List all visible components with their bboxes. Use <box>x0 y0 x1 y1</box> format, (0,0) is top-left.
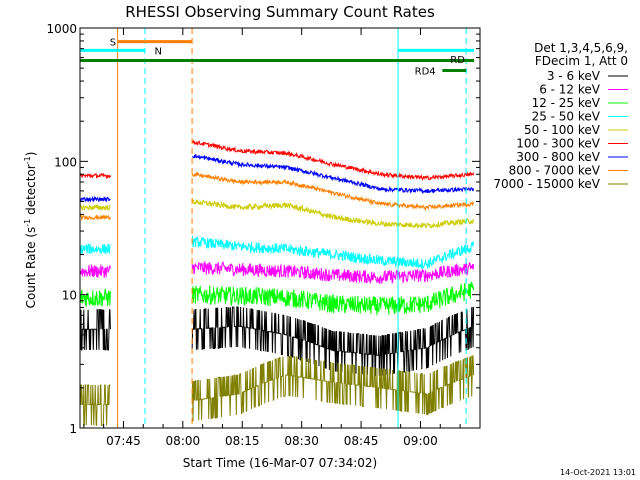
series-12-25-kev <box>80 281 475 316</box>
legend-header-1: FDecim 1, Att 0 <box>535 54 628 68</box>
series-6-12-kev <box>80 260 475 285</box>
y-tick-label-1: 10 <box>62 289 77 303</box>
chart-title: RHESSI Observing Summary Count Rates <box>125 3 435 21</box>
series-800-7000-kev <box>80 171 475 222</box>
y-label-sup-2: -1 <box>23 156 32 164</box>
y-label-sup-1: -1 <box>23 219 32 227</box>
flag-label-4: RD4 <box>415 67 436 78</box>
legend-label-2: 12 - 25 keV <box>532 96 601 110</box>
legend: Det 1,3,4,5,6,9,FDecim 1, Att 03 - 6 keV… <box>493 41 628 191</box>
x-tick-label-3: 08:30 <box>284 434 319 448</box>
legend-label-0: 3 - 6 keV <box>547 69 601 83</box>
series-300-800-kev <box>80 154 475 203</box>
flag-label-1: N <box>154 46 161 57</box>
y-tick-label-2: 100 <box>54 155 77 169</box>
footer-date: 14-Oct-2021 13:01 <box>560 468 636 477</box>
y-label-part-3: ) <box>24 152 38 157</box>
x-tick-label-4: 08:45 <box>344 434 379 448</box>
y-label-part-1: Count Rate (s <box>24 227 38 309</box>
y-tick-label-3: 1000 <box>46 22 77 36</box>
y-axis-label: Count Rate (s-1 detector-1) <box>23 152 38 309</box>
rd-label: RD <box>450 55 465 66</box>
plot-frame <box>79 27 481 429</box>
x-tick-label-0: 07:45 <box>106 434 141 448</box>
series-3-6-kev <box>80 306 475 377</box>
legend-label-6: 300 - 800 keV <box>516 150 600 164</box>
series-50-100-kev <box>80 197 475 230</box>
legend-label-7: 800 - 7000 keV <box>509 164 601 178</box>
x-tick-label-2: 08:15 <box>225 434 260 448</box>
x-tick-label-5: 09:00 <box>403 434 438 448</box>
series-25-50-kev <box>80 235 475 270</box>
x-axis-label: Start Time (16-Mar-07 07:34:02) <box>183 456 377 470</box>
legend-label-8: 7000 - 15000 keV <box>493 177 600 191</box>
y-label-part-2: detector <box>24 164 38 219</box>
flag-label-0: S <box>110 38 116 49</box>
x-tick-label-1: 08:00 <box>166 434 201 448</box>
y-tick-label-0: 1 <box>69 422 77 436</box>
legend-label-5: 100 - 300 keV <box>516 137 600 151</box>
legend-label-3: 25 - 50 keV <box>532 110 601 124</box>
legend-label-1: 6 - 12 keV <box>539 83 601 97</box>
series-100-300-kev <box>80 140 475 182</box>
legend-header-0: Det 1,3,4,5,6,9, <box>534 41 628 55</box>
legend-label-4: 50 - 100 keV <box>524 123 601 137</box>
series-7000-15000-kev <box>80 355 475 426</box>
